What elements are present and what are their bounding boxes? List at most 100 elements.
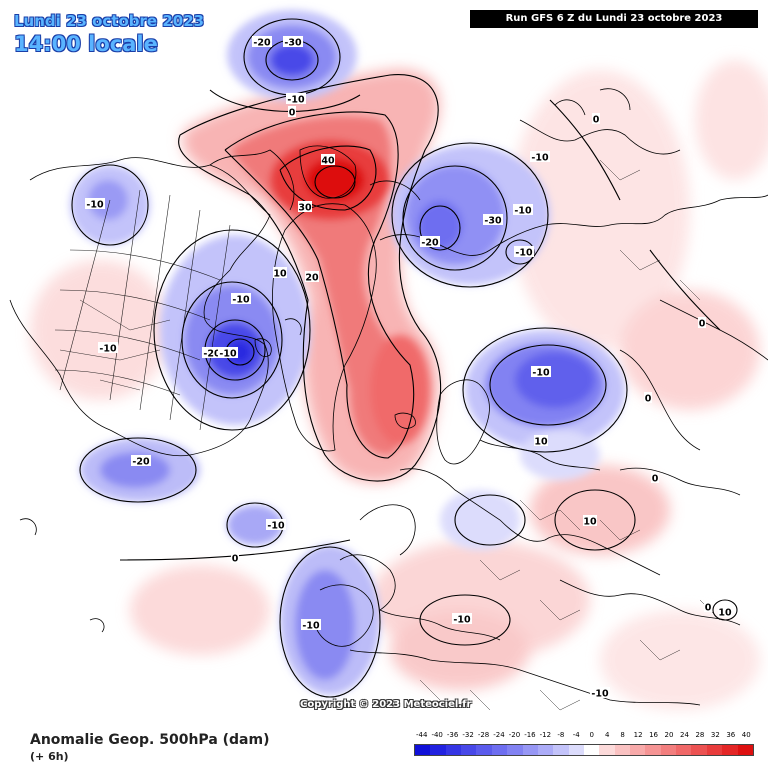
contour-label-bg xyxy=(252,36,272,47)
map-date: Lundi 23 octobre 2023 xyxy=(14,12,205,30)
contour-label: -10 xyxy=(232,295,250,306)
legend-label: -32 xyxy=(462,731,474,739)
legend-label: 24 xyxy=(679,731,689,739)
legend-label: 4 xyxy=(604,731,610,739)
contour-label: -20 xyxy=(203,349,221,360)
contour-label-bg xyxy=(321,154,335,165)
contour-label: 10 xyxy=(273,269,287,280)
contour-label-bg xyxy=(644,392,652,403)
contour-label: 20 xyxy=(305,273,319,284)
contour-label: 0 xyxy=(699,319,706,330)
contour-label-bg xyxy=(698,317,706,328)
anomaly-shading xyxy=(30,10,768,710)
legend-label: 28 xyxy=(695,731,705,739)
contour-label: 40 xyxy=(321,156,335,167)
legend-swatch xyxy=(645,745,661,755)
contour-label-bg xyxy=(651,472,659,483)
graticule xyxy=(54,189,231,431)
legend-swatch xyxy=(507,745,523,755)
contour-label-bg xyxy=(592,113,600,124)
forecast-step: (+ 6h) xyxy=(30,750,69,763)
contour-label: 0 xyxy=(652,474,659,485)
legend-swatch xyxy=(737,745,753,755)
legend-swatch xyxy=(430,745,446,755)
copyright: Copyright © 2023 Meteociel.fr xyxy=(300,699,472,710)
legend-swatch xyxy=(722,745,738,755)
map-title: Anomalie Geop. 500hPa (dam) xyxy=(30,732,270,748)
legend-label: -36 xyxy=(446,731,459,739)
contour-label: -10 xyxy=(591,689,609,700)
legend-swatch xyxy=(445,745,462,755)
contour-label: -10 xyxy=(514,206,532,217)
contour-label: 10 xyxy=(583,517,597,528)
legend-label: -20 xyxy=(508,731,521,739)
contour-label-bg xyxy=(420,236,440,247)
legend-swatch xyxy=(676,745,692,755)
legend-label: -16 xyxy=(524,731,536,739)
legend-labels: -44 -40 -36 -32 -28 -24 -20 -16 -12 -8 -4 0 4 8 12 16 20… xyxy=(414,731,754,743)
coastlines xyxy=(9,88,768,706)
legend-label: -8 xyxy=(557,731,565,739)
contour-label: 30 xyxy=(298,203,312,214)
legend-label: -24 xyxy=(493,731,505,739)
legend-swatch xyxy=(476,745,492,755)
contour-label: -10 xyxy=(287,95,305,106)
contour-label: -20 xyxy=(253,38,271,49)
contour-label: -10 xyxy=(219,349,237,360)
legend-swatch xyxy=(599,745,615,755)
contour-label: 0 xyxy=(232,554,239,565)
legend-label: -44 xyxy=(416,731,428,739)
legend-label: 12 xyxy=(633,731,643,739)
map-local-time: 14:00 locale xyxy=(14,32,158,56)
contour-label: -20 xyxy=(421,238,439,249)
footer: Anomalie Geop. 500hPa (dam) (+ 6h) -44 -4… xyxy=(0,724,768,768)
legend-swatch xyxy=(660,745,677,755)
contour-label: 10 xyxy=(534,437,548,448)
contour-label-bg xyxy=(231,293,251,304)
contour-label-bg xyxy=(288,106,296,117)
legend-label: -40 xyxy=(431,731,443,739)
legend-label: 40 xyxy=(741,731,751,739)
contour-label-bg xyxy=(590,687,610,698)
contour-label-bg xyxy=(131,455,151,466)
legend-swatch xyxy=(461,745,477,755)
run-info: Run GFS 6 Z du Lundi 23 octobre 2023 xyxy=(470,10,758,28)
contour-label-bg xyxy=(273,267,287,278)
contour-label: -20 xyxy=(132,457,150,468)
contour-label: -10 xyxy=(302,621,320,632)
contour-label: 0 xyxy=(645,394,652,405)
contour-label-bg xyxy=(301,619,321,630)
contour-label-bg xyxy=(98,342,118,353)
legend-label: 8 xyxy=(620,731,625,739)
legend-swatch xyxy=(415,745,431,755)
contour-label-bg xyxy=(583,515,597,526)
contour-label: 0 xyxy=(289,108,296,119)
contour-label-bg xyxy=(530,151,550,162)
contour-label: -10 xyxy=(532,368,550,379)
legend-swatch xyxy=(537,745,554,755)
contour-label: -30 xyxy=(284,38,302,49)
contour-label: -10 xyxy=(531,153,549,164)
contour-label: -10 xyxy=(86,200,104,211)
legend-label: -28 xyxy=(477,731,490,739)
contour-label: -30 xyxy=(484,216,502,227)
legend-swatch xyxy=(553,745,569,755)
contour-label: 0 xyxy=(593,115,600,126)
legend-swatch xyxy=(568,745,584,755)
contour-label-bg xyxy=(286,93,306,104)
contour-label-bg xyxy=(218,347,238,358)
legend-bar xyxy=(414,744,754,756)
contour-label-bg xyxy=(202,347,222,358)
contour-label-bg xyxy=(704,601,712,612)
contour-label-bg xyxy=(266,519,286,530)
contour-label: -10 xyxy=(453,615,471,626)
legend-swatch xyxy=(630,745,646,755)
contour-label-bg xyxy=(483,214,503,225)
contour-label-bg xyxy=(513,204,533,215)
contour-label-bg xyxy=(305,271,319,282)
legend-label: -12 xyxy=(539,731,552,739)
contour-label: -10 xyxy=(99,344,117,355)
contour-label-bg xyxy=(718,606,732,617)
